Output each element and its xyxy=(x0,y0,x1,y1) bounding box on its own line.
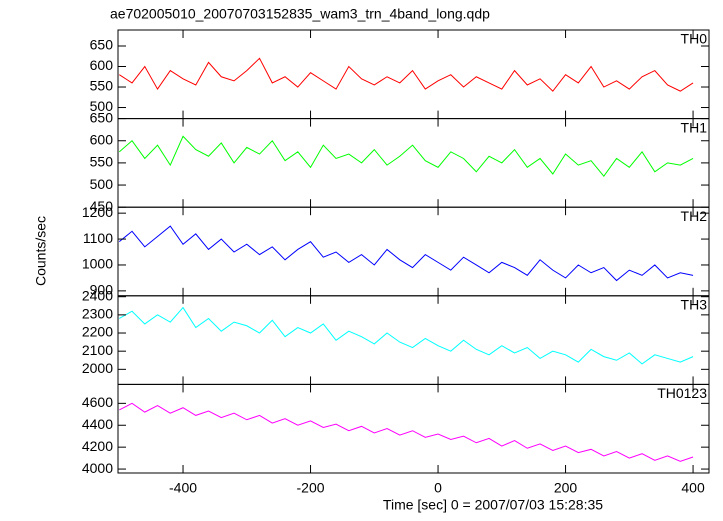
data-line xyxy=(119,57,694,92)
x-tick-label: 400 xyxy=(681,480,705,496)
y-tick-label: 1200 xyxy=(82,204,113,220)
y-tick-label: 500 xyxy=(90,176,114,192)
y-tick-label: 2000 xyxy=(82,360,113,376)
x-tick-label: 200 xyxy=(554,480,578,496)
data-line xyxy=(118,135,694,178)
y-tick-label: 2100 xyxy=(82,342,113,358)
y-tick-label: 550 xyxy=(90,78,114,94)
y-tick-label: 2400 xyxy=(82,287,113,303)
y-tick-label: 650 xyxy=(90,37,114,53)
y-tick-label: 600 xyxy=(90,57,114,73)
panel-frame xyxy=(117,206,710,297)
y-tick-label: 4200 xyxy=(82,438,113,454)
y-tick-label: 650 xyxy=(90,109,114,125)
y-tick-label: 1100 xyxy=(83,230,113,246)
chart-title: ae702005010_20070703152835_wam3_trn_4ban… xyxy=(110,6,490,22)
y-axis-label: Counts/sec xyxy=(33,216,49,286)
y-tick-label: 900 xyxy=(90,282,114,298)
panel-label: TH2 xyxy=(681,208,708,224)
panel-label: TH3 xyxy=(681,297,708,313)
panel-frame xyxy=(117,29,710,120)
y-tick-label: 600 xyxy=(90,131,114,147)
y-tick-label: 450 xyxy=(90,198,114,214)
x-axis-label: Time [sec] 0 = 2007/07/03 15:28:35 xyxy=(383,497,603,513)
y-tick-label: 1000 xyxy=(82,256,113,272)
panel-frame xyxy=(117,383,710,474)
panel-frame xyxy=(117,118,710,208)
y-tick-label: 2300 xyxy=(82,306,113,322)
panel-label: TH0 xyxy=(681,31,708,47)
x-tick-label: -400 xyxy=(169,480,197,496)
y-tick-label: 4000 xyxy=(82,460,113,476)
x-tick-label: 0 xyxy=(434,480,442,496)
panel-label: TH0123 xyxy=(657,385,707,401)
y-tick-label: 550 xyxy=(90,154,114,170)
x-tick-label: -200 xyxy=(297,480,325,496)
panel-label: TH1 xyxy=(681,119,708,135)
panel-frame xyxy=(117,295,710,385)
y-tick-label: 4600 xyxy=(82,394,113,410)
data-line xyxy=(119,402,694,462)
data-line xyxy=(118,225,694,282)
y-tick-label: 2200 xyxy=(82,324,113,340)
y-tick-label: 500 xyxy=(90,98,114,114)
y-tick-label: 4400 xyxy=(82,416,113,432)
data-line xyxy=(119,306,694,365)
